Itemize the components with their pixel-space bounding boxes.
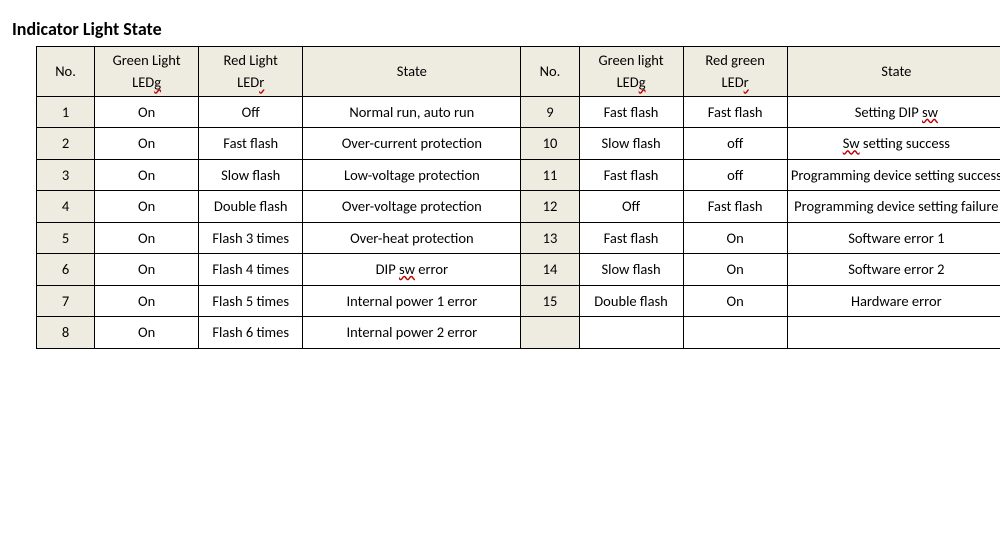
cell-red: Fast flash [683,191,787,222]
cell-no: 2 [37,128,95,159]
cell-no: 12 [521,191,579,222]
cell-no: 5 [37,222,95,253]
hdr-green1-l2b: g [154,73,161,91]
cell-no: 10 [521,128,579,159]
col-red-2: Red green LEDr [683,47,787,97]
hdr-red1-l2a: LED [237,73,259,91]
cell-red: Flash 4 times [199,254,303,285]
cell-red: On [683,285,787,316]
cell-green: On [95,96,199,127]
hdr-green2-l2a: LED [617,73,639,91]
cell-no: 6 [37,254,95,285]
cell-state: Internal power 2 error [303,317,521,348]
hdr-green2-l1: Green light [598,51,663,69]
cell-green: On [95,128,199,159]
cell-state: Sw setting success [787,128,1000,159]
cell-green: Off [579,191,683,222]
cell-red: Flash 3 times [199,222,303,253]
hdr-red2-l2b: r [744,73,749,91]
table-body: 1 On Off Normal run, auto run 9 Fast fla… [37,96,1000,348]
cell-no: 11 [521,159,579,190]
col-green-2: Green light LEDg [579,47,683,97]
hdr-red2-l2a: LED [722,73,744,91]
cell-state: Over-heat protection [303,222,521,253]
cell-red: off [683,159,787,190]
cell-green [579,317,683,348]
cell-green: On [95,191,199,222]
cell-state [787,317,1000,348]
hdr-green1-l1: Green Light [113,51,181,69]
cell-no: 13 [521,222,579,253]
cell-green: Fast flash [579,222,683,253]
cell-green: On [95,159,199,190]
cell-state: DIP sw error [303,254,521,285]
cell-green: On [95,254,199,285]
cell-red: On [683,222,787,253]
cell-green: Fast flash [579,159,683,190]
cell-no: 9 [521,96,579,127]
hdr-red1-l2b: r [259,73,264,91]
cell-state: Over-current protection [303,128,521,159]
table-row: 8 On Flash 6 times Internal power 2 erro… [37,317,1000,348]
cell-red: Off [199,96,303,127]
cell-no: 8 [37,317,95,348]
col-state-2: State [787,47,1000,97]
col-green-1: Green Light LEDg [95,47,199,97]
cell-green: Slow flash [579,128,683,159]
cell-red: off [683,128,787,159]
cell-red: Double flash [199,191,303,222]
cell-state: Programming device setting success [787,159,1000,190]
cell-no: 4 [37,191,95,222]
cell-red: Slow flash [199,159,303,190]
table-row: 1 On Off Normal run, auto run 9 Fast fla… [37,96,1000,127]
cell-no: 15 [521,285,579,316]
col-no-2: No. [521,47,579,97]
cell-red: Flash 6 times [199,317,303,348]
cell-state: Setting DIP sw [787,96,1000,127]
hdr-red2-l1: Red green [705,51,764,69]
cell-state: Hardware error [787,285,1000,316]
cell-no: 14 [521,254,579,285]
table-row: 7 On Flash 5 times Internal power 1 erro… [37,285,1000,316]
cell-state: Over-voltage protection [303,191,521,222]
cell-green: Fast flash [579,96,683,127]
col-no-1: No. [37,47,95,97]
cell-red [683,317,787,348]
cell-no: 3 [37,159,95,190]
cell-no: 1 [37,96,95,127]
hdr-green1-l2a: LED [132,73,154,91]
table-row: 3 On Slow flash Low-voltage protection 1… [37,159,1000,190]
col-red-1: Red Light LEDr [199,47,303,97]
cell-state: Internal power 1 error [303,285,521,316]
cell-no: 7 [37,285,95,316]
indicator-table: No. Green Light LEDg Red Light LEDr Stat… [36,46,1000,349]
cell-green: Double flash [579,285,683,316]
page-title: Indicator Light State [12,18,988,40]
cell-no [521,317,579,348]
cell-state: Normal run, auto run [303,96,521,127]
cell-state: Programming device setting failure [787,191,1000,222]
cell-state: Software error 1 [787,222,1000,253]
cell-green: Slow flash [579,254,683,285]
table-header-row: No. Green Light LEDg Red Light LEDr Stat… [37,47,1000,97]
cell-green: On [95,317,199,348]
col-state-1: State [303,47,521,97]
cell-state: Software error 2 [787,254,1000,285]
table-row: 2 On Fast flash Over-current protection … [37,128,1000,159]
cell-red: On [683,254,787,285]
cell-red: Fast flash [683,96,787,127]
table-row: 4 On Double flash Over-voltage protectio… [37,191,1000,222]
cell-green: On [95,222,199,253]
table-row: 5 On Flash 3 times Over-heat protection … [37,222,1000,253]
cell-green: On [95,285,199,316]
cell-red: Flash 5 times [199,285,303,316]
cell-red: Fast flash [199,128,303,159]
hdr-green2-l2b: g [639,73,646,91]
table-row: 6 On Flash 4 times DIP sw error 14 Slow … [37,254,1000,285]
cell-state: Low-voltage protection [303,159,521,190]
hdr-red1-l1: Red Light [224,51,278,69]
